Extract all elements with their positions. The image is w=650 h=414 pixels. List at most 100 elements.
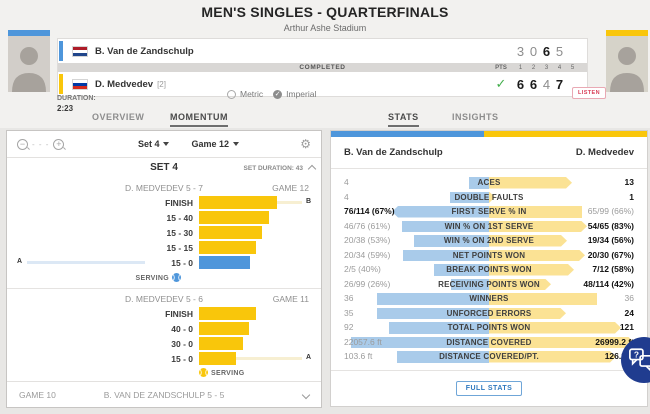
momentum-point-label: 15 - 30	[166, 227, 193, 238]
stat-value-right: 13	[624, 177, 634, 187]
set-header: SET 4 SET DURATION: 43	[7, 158, 321, 179]
radio-icon[interactable]	[227, 89, 236, 99]
match-duration: DURATION: 2:23	[57, 95, 96, 113]
stat-bar-right	[489, 221, 587, 233]
stat-bar-left	[397, 351, 489, 363]
stat-row: ACES 4 13	[344, 177, 634, 189]
next-game-footer[interactable]: B. VAN DE ZANDSCHULP 5 - 5 GAME 10	[7, 381, 321, 407]
set-column-number: 4	[557, 64, 562, 71]
set-title: SET 4	[150, 162, 178, 173]
stat-bar-left	[402, 220, 489, 232]
help-chat-button[interactable]: ?	[621, 337, 650, 383]
stat-value-left: 103.6 ft	[344, 351, 373, 361]
stat-bar-left	[414, 235, 489, 247]
set-column-number: 2	[531, 64, 536, 71]
stat-bar-right	[489, 192, 495, 204]
zoom-out-icon[interactable]: −	[17, 138, 28, 150]
svg-text:?: ?	[634, 350, 639, 360]
stat-label: UNFORCED ERRORS	[446, 308, 532, 318]
momentum-game: D. MEDVEDEV 5 - 7 GAME 12 FINISH B 15 - 40 15…	[7, 179, 321, 286]
stat-value-left: 2/5 (40%)	[344, 264, 381, 274]
player2-avatar	[606, 30, 648, 92]
stat-value-right: 20/30 (67%)	[587, 249, 634, 260]
stat-label: BREAK POINTS WON	[446, 265, 532, 274]
momentum-bar	[199, 241, 256, 254]
stats-left-player: B. Van de Zandschulp	[344, 147, 443, 158]
flag-ru-icon	[72, 78, 88, 90]
game-selector[interactable]: Game 12	[191, 139, 239, 149]
tab-overview[interactable]: OVERVIEW	[92, 112, 145, 122]
stat-row: DOUBLE FAULTS 4 1	[344, 191, 634, 204]
stats-topbar-yellow	[484, 131, 647, 137]
stat-label: DISTANCE COVERED/PT.	[439, 352, 539, 361]
stat-row: NET POINTS WON 20/34 (59%) 20/30 (67%)	[344, 249, 634, 261]
momentum-bar	[199, 226, 262, 239]
zoom-in-icon[interactable]: +	[53, 138, 65, 150]
stat-label: WIN % ON 1ST SERVE	[444, 221, 534, 231]
tab-insights[interactable]: INSIGHTS	[452, 112, 499, 122]
tab-stats[interactable]: STATS	[388, 112, 419, 127]
momentum-point-row: FINISH	[17, 306, 311, 321]
ace-marker: A	[17, 258, 23, 265]
tab-momentum[interactable]: MOMENTUM	[170, 112, 228, 127]
set-selector[interactable]: Set 4	[138, 139, 170, 149]
serving-indicator: SERVING	[17, 270, 311, 286]
set-duration: SET DURATION: 43	[243, 165, 303, 172]
set-column-number: 5	[570, 64, 575, 71]
stat-bar-left	[450, 191, 489, 203]
player1-photo	[8, 36, 50, 92]
momentum-point-label: 15 - 0	[171, 353, 193, 364]
stat-value-right: 121	[619, 322, 634, 332]
momentum-point-row: 40 - 0	[17, 321, 311, 336]
gear-icon[interactable]: ⚙	[300, 137, 311, 151]
momentum-bar	[199, 352, 236, 365]
stat-value-left: 22057.6 ft	[344, 336, 382, 347]
serving-indicator: SERVING	[17, 366, 311, 382]
scoreboard: B. Van de Zandschulp 3 0 6 5 COMPLETED PTS 1…	[57, 38, 588, 97]
momentum-bar	[199, 307, 256, 320]
stat-bar-right	[489, 322, 621, 334]
momentum-point-label: FINISH	[165, 197, 193, 208]
serving-label: SERVING	[211, 369, 245, 377]
set-column-headers: PTS 1 2 3 4 5	[488, 65, 587, 71]
listen-button[interactable]: LISTEN	[572, 87, 606, 99]
stat-value-left: 35	[344, 307, 354, 318]
stat-bar-left	[377, 307, 489, 319]
set-score: 4	[542, 76, 551, 92]
stat-label: WINNERS	[469, 294, 509, 303]
set-score: 6	[529, 76, 538, 92]
chevron-down-icon	[232, 142, 239, 146]
momentum-bar	[199, 337, 243, 350]
stat-bar-left	[351, 336, 489, 348]
zoom-slider[interactable]: - - -	[32, 139, 50, 149]
player-seed: [2]	[157, 79, 166, 89]
unit-option-imperial[interactable]: ✓ Imperial	[273, 89, 316, 99]
next-game-label: GAME 10	[19, 389, 56, 400]
stat-label: DISTANCE COVERED	[446, 337, 532, 347]
stat-bar-left	[403, 249, 489, 261]
player-accent-bar	[59, 74, 63, 94]
momentum-game-number: GAME 12	[272, 183, 309, 193]
stat-label: FIRST SERVE % IN	[451, 207, 527, 216]
momentum-point-row: 15 - 40	[17, 210, 311, 225]
stat-value-right: 26999.2 ft	[595, 336, 634, 347]
scoreboard-status-bar: COMPLETED PTS 1 2 3 4 5	[58, 63, 587, 72]
player-accent-bar	[59, 41, 63, 61]
momentum-game-title: D. MEDVEDEV 5 - 6	[125, 294, 203, 304]
momentum-game: D. MEDVEDEV 5 - 6 GAME 11 FINISH 40 - 0 30 -…	[7, 290, 321, 382]
full-stats-button[interactable]: FULL STATS	[455, 381, 523, 396]
marker-letter: B	[305, 198, 311, 205]
chat-bubbles-icon: ?	[629, 348, 650, 372]
stats-panel: B. Van de Zandschulp D. Medvedev ACES 4 13…	[330, 130, 648, 407]
stat-bar-right	[489, 177, 572, 189]
stat-row: BREAK POINTS WON 2/5 (40%) 7/12 (58%)	[344, 264, 634, 276]
stat-value-right: 54/65 (83%)	[587, 220, 634, 231]
radio-selected-icon[interactable]: ✓	[273, 89, 283, 99]
player1-accent-bar	[8, 30, 50, 36]
unit-toggle: Metric ✓ Imperial	[227, 89, 316, 99]
stat-row: RECEIVING POINTS WON 26/99 (26%) 48/114 (4…	[344, 278, 634, 290]
set-score: 0	[529, 43, 538, 59]
unit-option-metric[interactable]: Metric	[227, 89, 263, 99]
stat-row: DISTANCE COVERED/PT. 103.6 ft 126.8 ft	[344, 351, 634, 363]
stat-value-left: 92	[344, 322, 354, 332]
